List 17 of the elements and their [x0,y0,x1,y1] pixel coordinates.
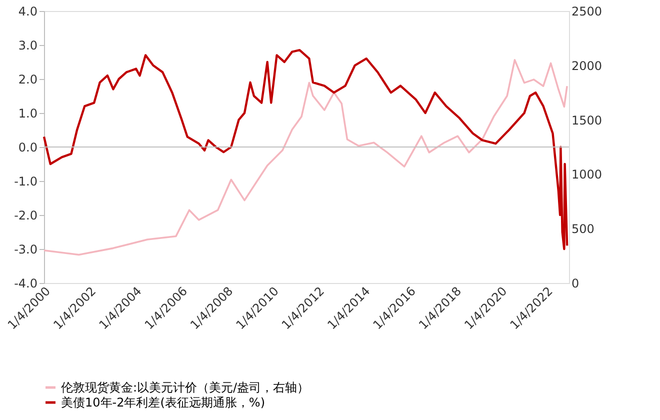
y2-tick-label: 1000 [572,168,602,182]
y-tick-label: 4.0 [18,4,38,18]
y-tick-label: 3.0 [18,38,38,52]
legend-label: 美债10年-2年利差(表征远期通胀，%) [61,396,265,410]
y-tick-label: -2.0 [14,208,38,222]
y2-tick-label: 2000 [572,58,602,73]
y2-tick-label: 500 [572,222,594,236]
y-tick-label: 2.0 [18,72,38,86]
y-tick-label: 1.0 [18,106,38,120]
y2-tick-label: 1500 [572,113,602,128]
legend-label: 伦敦现货黄金:以美元计价（美元/盎司，右轴） [61,380,310,394]
y2-tick-label: 2500 [572,4,602,18]
y-tick-label: -4.0 [14,276,38,290]
y-tick-label: -1.0 [14,174,38,188]
y-tick-label: 0.0 [18,140,38,154]
y2-tick-label: 0 [572,276,580,290]
y-tick-label: -3.0 [14,242,38,256]
